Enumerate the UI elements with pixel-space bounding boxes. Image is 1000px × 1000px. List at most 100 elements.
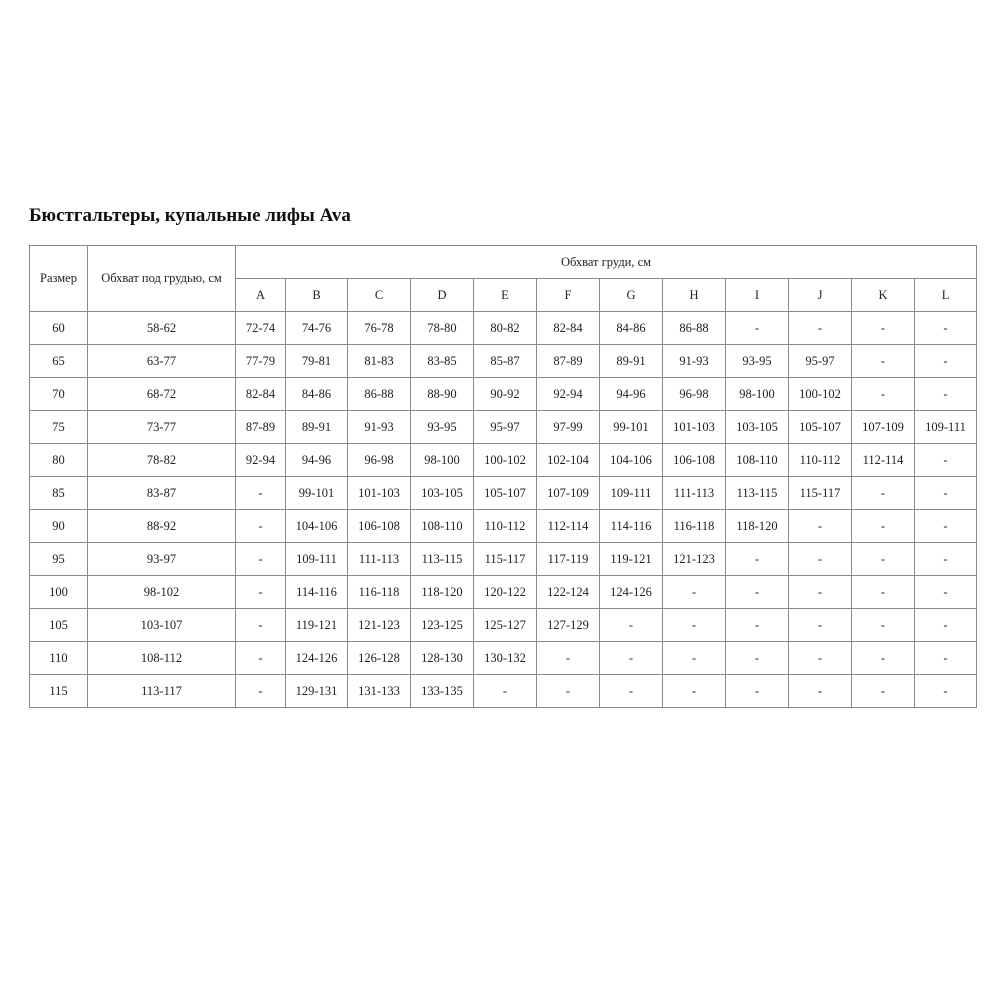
bust-cell: 119-121 — [285, 608, 348, 642]
bust-cell: - — [913, 575, 978, 609]
bust-cell: - — [725, 641, 789, 675]
bust-cell: - — [235, 608, 286, 642]
header-cup-b: B — [285, 278, 348, 312]
bust-cell: 98-100 — [725, 377, 789, 411]
bust-cell: 116-118 — [662, 509, 726, 543]
header-cup-c: C — [347, 278, 411, 312]
bust-cell: - — [235, 542, 286, 576]
table-row: 75 73-77 87-89 89-91 91-93 93-95 95-97 97-99 99-… — [29, 410, 978, 444]
bust-cell: - — [662, 674, 726, 708]
underbust-cell: 98-102 — [87, 575, 236, 609]
underbust-cell: 93-97 — [87, 542, 236, 576]
bust-cell: - — [536, 641, 600, 675]
bust-cell: 106-108 — [662, 443, 726, 477]
bust-cell: - — [725, 311, 789, 345]
bust-cell: - — [235, 509, 286, 543]
table-row: 95 93-97-109-111 111-113 113-115 115-117 117-… — [29, 542, 978, 576]
bust-cell: - — [473, 674, 537, 708]
header-cup-a: A — [235, 278, 286, 312]
header-cup-j: J — [788, 278, 852, 312]
bust-cell: 83-85 — [410, 344, 474, 378]
header-cup-e: E — [473, 278, 537, 312]
bust-cell: - — [599, 641, 663, 675]
bust-cell: 112-114 — [536, 509, 600, 543]
bust-cell: 95-97 — [473, 410, 537, 444]
bust-cell: 105-107 — [788, 410, 852, 444]
size-cell: 110 — [29, 641, 88, 675]
bust-cell: 127-129 — [536, 608, 600, 642]
bust-cell: - — [788, 311, 852, 345]
bust-cell: 91-93 — [347, 410, 411, 444]
bust-cell: 86-88 — [347, 377, 411, 411]
bust-cell: - — [851, 542, 915, 576]
bust-cell: 111-113 — [662, 476, 726, 510]
bust-cell: 87-89 — [536, 344, 600, 378]
bust-cell: 131-133 — [347, 674, 411, 708]
header-row: Размер Обхват под грудью, см Обхват груд… — [29, 245, 978, 312]
size-cell: 85 — [29, 476, 88, 510]
bust-cell: - — [913, 509, 978, 543]
bust-cell: 84-86 — [599, 311, 663, 345]
bust-cell: 92-94 — [235, 443, 286, 477]
header-size: Размер — [29, 245, 88, 312]
bust-cell: - — [913, 311, 978, 345]
bust-cell: 89-91 — [285, 410, 348, 444]
bust-cell: 106-108 — [347, 509, 411, 543]
bust-cell: 118-120 — [410, 575, 474, 609]
bust-cell: - — [851, 311, 915, 345]
bust-cell: - — [913, 542, 978, 576]
bust-cell: 81-83 — [347, 344, 411, 378]
bust-cell: 104-106 — [285, 509, 348, 543]
bust-cell: 79-81 — [285, 344, 348, 378]
bust-cell: 99-101 — [285, 476, 348, 510]
bust-cell: - — [725, 674, 789, 708]
underbust-cell: 88-92 — [87, 509, 236, 543]
bust-cell: - — [788, 641, 852, 675]
size-cell: 105 — [29, 608, 88, 642]
bust-cell: 104-106 — [599, 443, 663, 477]
bust-cell: 113-115 — [725, 476, 789, 510]
table-row: 105 103-107-119-121 121-123 123-125 125-127 1… — [29, 608, 978, 642]
bust-cell: - — [913, 641, 978, 675]
bust-cell: 101-103 — [347, 476, 411, 510]
bust-cell: 119-121 — [599, 542, 663, 576]
bust-cell: - — [851, 377, 915, 411]
bust-cell: 115-117 — [473, 542, 537, 576]
bust-cell: - — [235, 674, 286, 708]
table-row: 85 83-87-99-101 101-103 103-105 105-107 107-1… — [29, 476, 978, 510]
bust-cell: 115-117 — [788, 476, 852, 510]
size-cell: 95 — [29, 542, 88, 576]
bust-cell: 76-78 — [347, 311, 411, 345]
bust-cell: 129-131 — [285, 674, 348, 708]
bust-cell: - — [913, 476, 978, 510]
bust-cell: 77-79 — [235, 344, 286, 378]
bust-cell: 82-84 — [536, 311, 600, 345]
size-cell: 65 — [29, 344, 88, 378]
bust-cell: 78-80 — [410, 311, 474, 345]
bust-cell: 124-126 — [599, 575, 663, 609]
header-cup-l: L — [913, 278, 978, 312]
bust-cell: 100-102 — [473, 443, 537, 477]
bust-cell: - — [851, 344, 915, 378]
bust-cell: 93-95 — [410, 410, 474, 444]
bust-cell: 109-111 — [285, 542, 348, 576]
bust-cell: - — [851, 476, 915, 510]
header-cup-k: K — [851, 278, 915, 312]
bust-cell: 85-87 — [473, 344, 537, 378]
bust-cell: 113-115 — [410, 542, 474, 576]
size-cell: 90 — [29, 509, 88, 543]
table-body: 60 58-62 72-74 74-76 76-78 78-80 80-82 82-84 84-… — [29, 311, 978, 708]
bust-cell: 89-91 — [599, 344, 663, 378]
bust-cell: - — [851, 641, 915, 675]
bust-cell: 96-98 — [662, 377, 726, 411]
bust-cell: - — [851, 608, 915, 642]
bust-cell: 116-118 — [347, 575, 411, 609]
size-cell: 100 — [29, 575, 88, 609]
bust-cell: - — [599, 674, 663, 708]
underbust-cell: 78-82 — [87, 443, 236, 477]
bust-cell: 103-105 — [725, 410, 789, 444]
bust-cell: 103-105 — [410, 476, 474, 510]
bust-cell: 121-123 — [662, 542, 726, 576]
bust-cell: 121-123 — [347, 608, 411, 642]
